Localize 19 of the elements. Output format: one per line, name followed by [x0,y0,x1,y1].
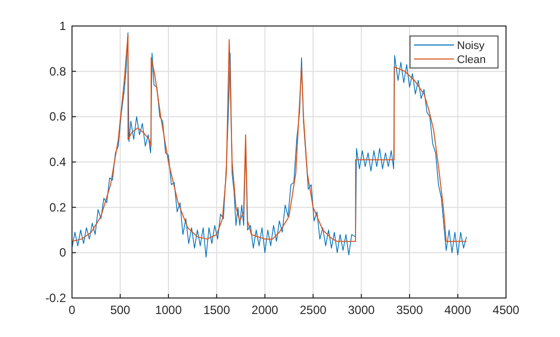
x-tick-label: 4500 [492,303,520,317]
legend-label: Noisy [457,40,486,52]
x-tick-label: 3500 [396,303,424,317]
x-tick-label: 0 [68,303,76,317]
y-tick-label: 0.2 [49,200,66,214]
y-tick-label: 0.4 [49,155,66,169]
x-tick-label: 3000 [348,303,376,317]
y-tick-label: 0.8 [49,64,66,78]
x-tick-label: 500 [110,303,131,317]
x-tick-label: 1500 [203,303,230,317]
y-tick-label: 0.6 [49,110,66,124]
y-tick-label: -0.2 [45,291,66,305]
x-tick-label: 2500 [300,303,327,317]
y-tick-label: 1 [59,19,66,33]
legend-label: Clean [457,54,486,66]
x-tick-label: 1000 [155,303,182,317]
x-tick-label: 4000 [444,303,472,317]
y-tick-label: 0 [59,246,66,260]
x-tick-label: 2000 [252,303,279,317]
